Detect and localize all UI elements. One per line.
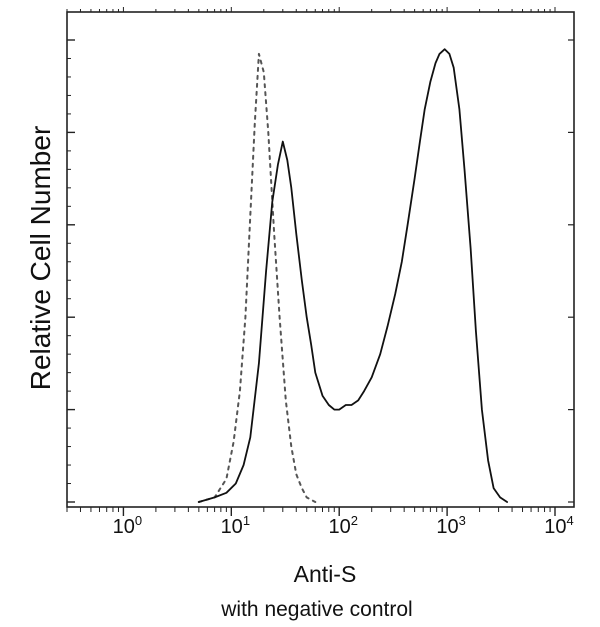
y-axis-title: Relative Cell Number xyxy=(25,126,56,391)
x-tick-label: 101 xyxy=(221,513,250,538)
x-axis-title: Anti-S xyxy=(294,561,357,587)
plot-frame xyxy=(66,11,575,508)
series-layer xyxy=(197,48,509,503)
anti-s-series-line xyxy=(197,48,509,503)
x-tick-label: 102 xyxy=(328,513,357,538)
y-axis-ticks xyxy=(67,39,574,503)
caption-text: with negative control xyxy=(220,598,412,621)
x-tick-label: 104 xyxy=(544,513,573,538)
x-axis-ticks xyxy=(66,7,556,516)
x-tick-label: 103 xyxy=(436,513,465,538)
x-tick-label: 100 xyxy=(113,513,142,538)
negative-control-series-line xyxy=(197,52,317,503)
x-axis-tick-labels: 100 101 102 103 104 xyxy=(113,513,574,538)
